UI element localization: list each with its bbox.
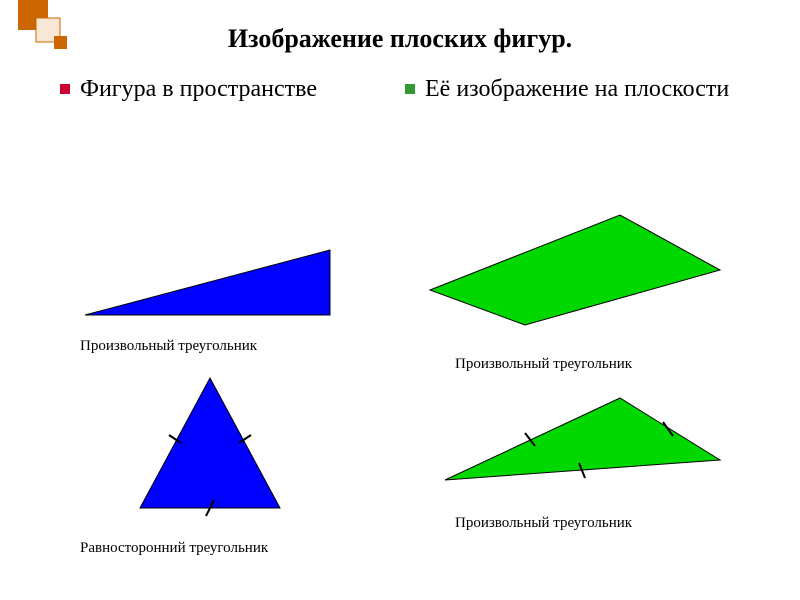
- left-bullet-icon: [60, 84, 70, 94]
- caption-leftbottom: Равносторонний треугольник: [80, 540, 268, 557]
- right-column-header: Её изображение на плоскости: [405, 74, 750, 104]
- left-column-label: Фигура в пространстве: [80, 74, 317, 104]
- triangle-lefttop: [85, 250, 330, 315]
- triangle-righttop: [430, 215, 720, 325]
- figures-canvas: Произвольный треугольник Равносторонний …: [0, 180, 800, 600]
- caption-lefttop: Произвольный треугольник: [80, 338, 257, 355]
- right-bullet-icon: [405, 84, 415, 94]
- triangle-leftbottom: [140, 378, 280, 508]
- left-column-header: Фигура в пространстве: [60, 74, 405, 104]
- caption-rightbottom: Произвольный треугольник: [455, 515, 632, 532]
- page-title: Изображение плоских фигур.: [0, 0, 800, 54]
- right-column-label: Её изображение на плоскости: [425, 74, 729, 104]
- corner-decoration: [18, 0, 68, 50]
- column-headers: Фигура в пространстве Её изображение на …: [0, 54, 800, 104]
- caption-righttop: Произвольный треугольник: [455, 356, 632, 373]
- triangle-rightbottom: [445, 398, 720, 480]
